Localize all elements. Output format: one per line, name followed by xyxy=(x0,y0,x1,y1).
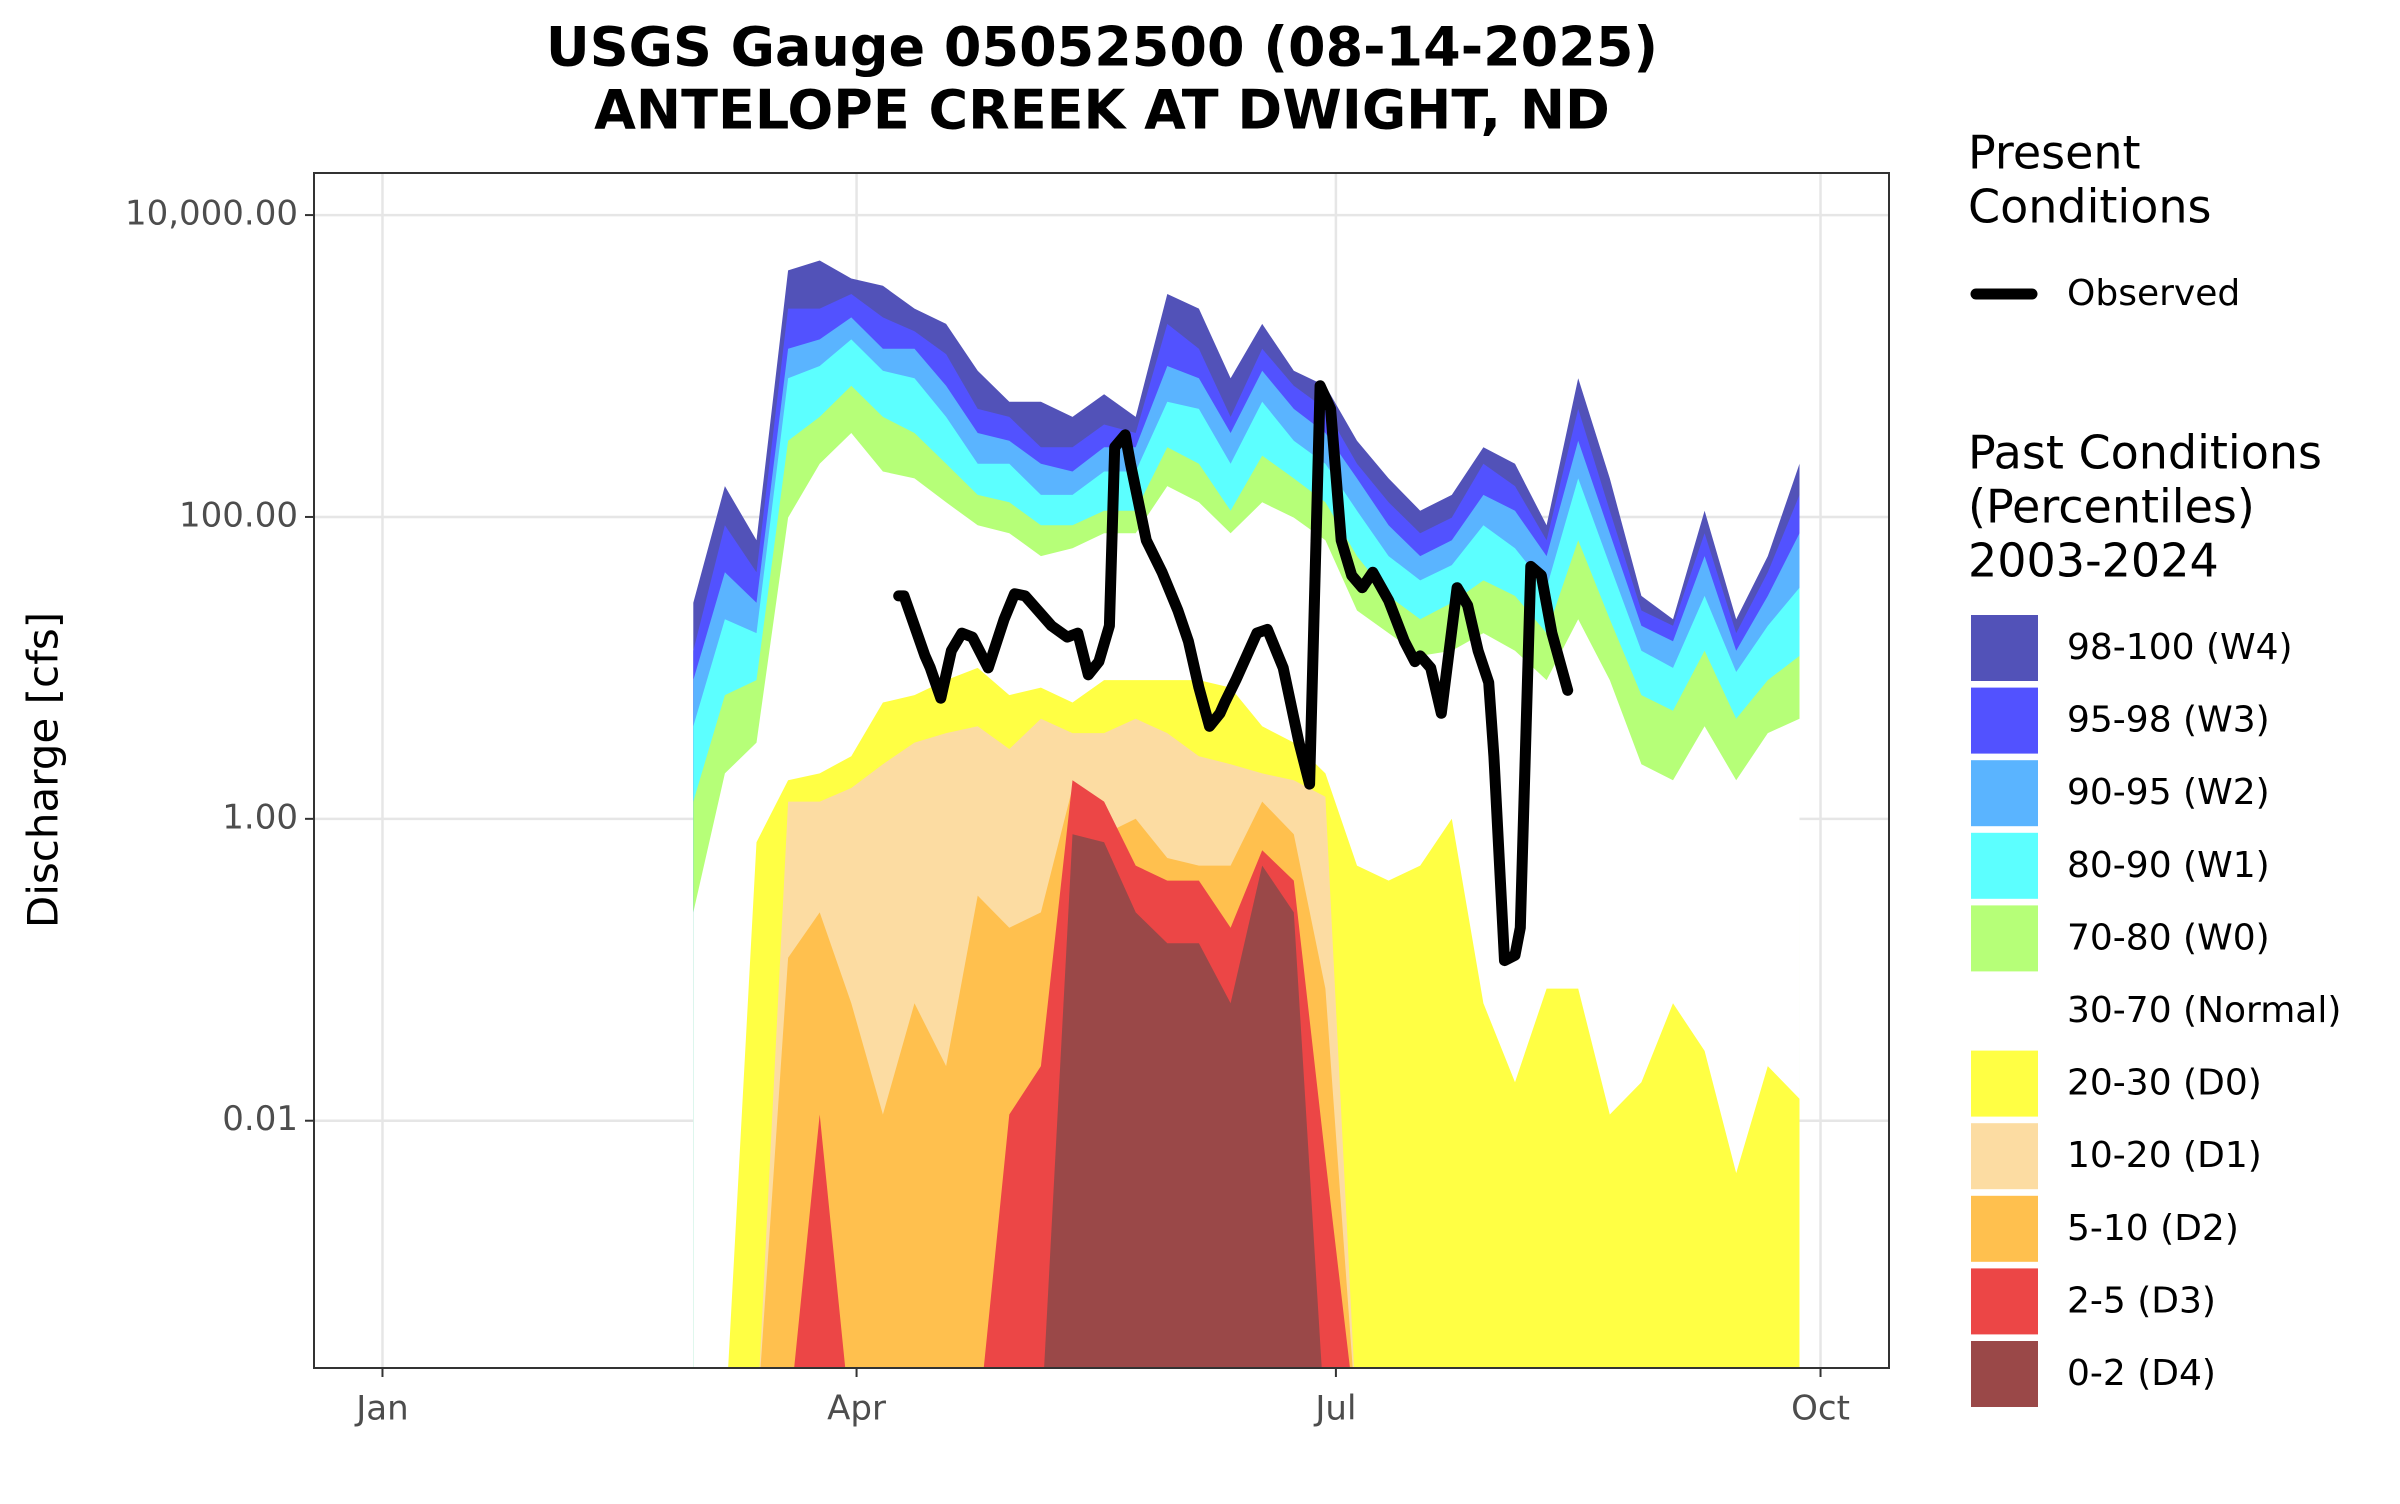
legend-key xyxy=(1971,1195,2038,1262)
y-axis-title: Discharge [cfs] xyxy=(19,612,68,928)
legend-label: 98-100 (W4) xyxy=(2067,627,2293,668)
y-tick-label: 100.00 xyxy=(179,495,298,535)
legend-title: (Percentiles) xyxy=(1968,480,2255,534)
y-tick-label: 10,000.00 xyxy=(125,194,298,234)
legend-title: Conditions xyxy=(1968,180,2211,234)
y-tick-label: 1.00 xyxy=(222,797,298,837)
legend-label: 30-70 (Normal) xyxy=(2067,990,2341,1031)
legend-key xyxy=(1971,615,2038,681)
legend-label: 90-95 (W2) xyxy=(2067,772,2270,813)
x-tick-label: Jul xyxy=(1313,1389,1356,1429)
panel-border xyxy=(313,172,1890,1369)
y-tick-label: 0.01 xyxy=(222,1099,298,1139)
legend-title: Past Conditions xyxy=(1968,426,2322,480)
observed-line xyxy=(893,380,1574,967)
legend-label: 0-2 (D4) xyxy=(2067,1353,2216,1394)
legend-label: 95-98 (W3) xyxy=(2067,700,2270,741)
legend-label: 2-5 (D3) xyxy=(2067,1280,2216,1321)
legend-title: Present xyxy=(1968,126,2141,180)
legend-key xyxy=(1971,687,2038,754)
legend-label: 70-80 (W0) xyxy=(2067,917,2270,958)
legend-label: 80-90 (W1) xyxy=(2067,845,2270,886)
plot-area xyxy=(693,260,1800,1368)
legend-key xyxy=(1971,978,2038,1044)
legend-title: 2003-2024 xyxy=(1968,534,2219,588)
legend-key xyxy=(1971,1123,2038,1190)
x-tick-label: Jan xyxy=(354,1389,408,1429)
chart-title: USGS Gauge 05052500 (08-14-2025) xyxy=(546,16,1658,79)
legend-key xyxy=(1971,1050,2038,1117)
observed-layer xyxy=(893,380,1574,967)
legend-key xyxy=(1971,1341,2038,1407)
legend-label: 10-20 (D1) xyxy=(2067,1135,2262,1176)
percentile-band xyxy=(1044,834,1322,1368)
legend-key xyxy=(1971,1268,2038,1335)
legend-key xyxy=(1971,832,2038,899)
legend-label: Observed xyxy=(2067,273,2240,314)
legend-label: 5-10 (D2) xyxy=(2067,1208,2239,1249)
legend-key xyxy=(1971,760,2038,827)
x-tick-label: Apr xyxy=(827,1389,886,1429)
x-tick-label: Oct xyxy=(1791,1389,1850,1429)
legend-label: 20-30 (D0) xyxy=(2067,1063,2262,1104)
legend-key xyxy=(1971,905,2038,972)
chart-subtitle: ANTELOPE CREEK AT DWIGHT, ND xyxy=(594,79,1610,142)
